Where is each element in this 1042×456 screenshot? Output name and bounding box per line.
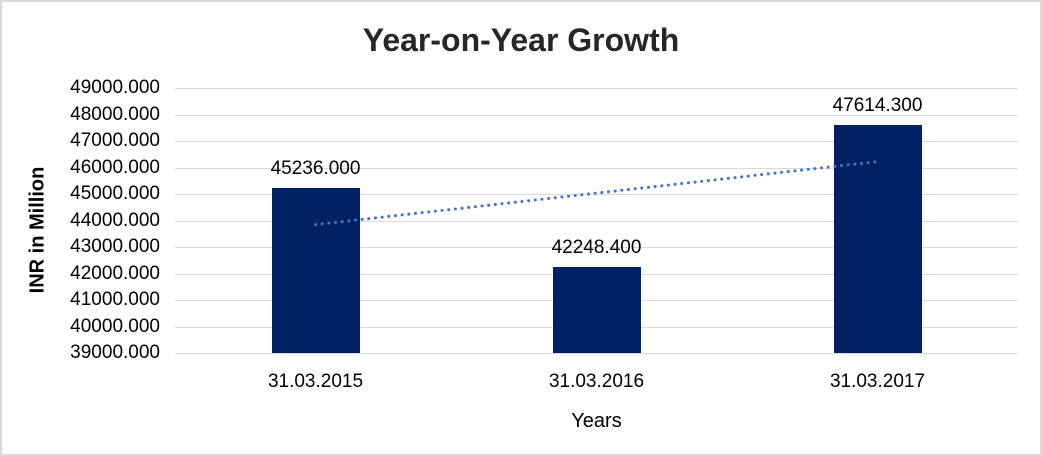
y-axis-tick-label: 45000.000 [70,183,160,204]
bar-31.03.2016 [552,266,641,353]
y-axis-tick-label: 41000.000 [70,289,160,310]
y-axis-tick-label: 48000.000 [70,103,160,125]
x-axis-category-label: 31.03.2016 [548,371,645,392]
plot-area [175,88,1018,354]
gridline [175,88,1018,89]
x-axis-category-label: 31.03.2017 [829,371,926,392]
x-axis-category-label: 31.03.2015 [267,371,364,392]
trendline [314,160,879,227]
bar-31.03.2015 [271,187,360,353]
gridline [175,114,1018,116]
chart-title: Year-on-Year Growth [362,22,680,58]
data-label: 42248.400 [551,236,642,258]
bar-31.03.2017 [833,124,922,353]
y-axis-tick-label: 39000.000 [70,342,160,363]
gridline [175,141,1018,142]
gridline [175,167,1018,169]
gridline [175,194,1018,195]
y-axis-tick-label: 47000.000 [70,130,160,151]
data-label: 45236.000 [270,157,361,179]
gridline [175,220,1018,222]
y-axis-tick-label: 49000.000 [70,77,160,98]
y-axis-tick-label: 42000.000 [70,262,160,284]
data-label: 47614.300 [832,94,923,116]
y-axis-tick-label: 43000.000 [70,236,160,257]
x-axis-title: Years [571,410,622,432]
y-axis-tick-label: 40000.000 [70,315,160,337]
gridline [175,247,1018,248]
gridline [175,353,1018,354]
y-axis-tick-label: 44000.000 [70,209,160,231]
y-axis-tick-label: 46000.000 [70,156,160,178]
